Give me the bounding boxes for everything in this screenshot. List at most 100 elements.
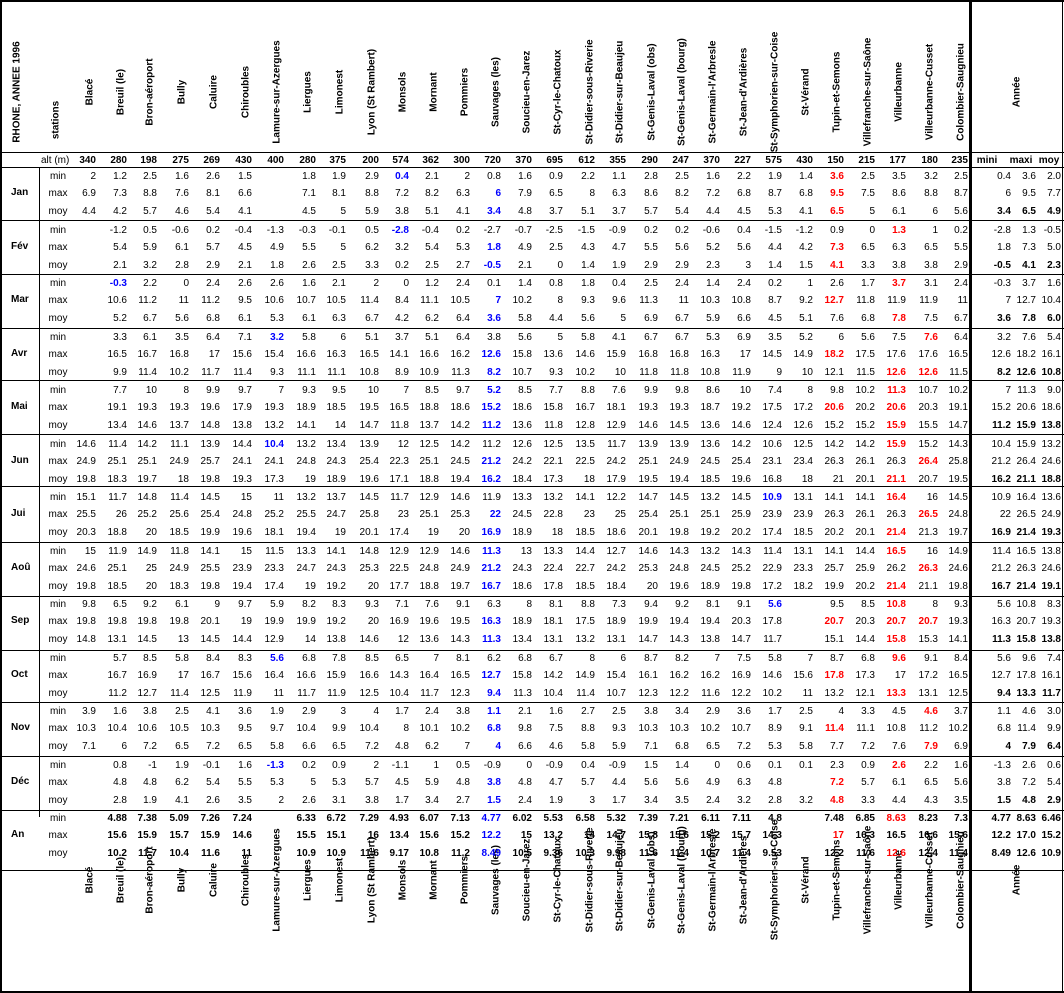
- table-cell: 8: [807, 385, 813, 396]
- annee-label-top: Année: [1011, 76, 1023, 108]
- table-cell: -0.6: [171, 224, 189, 236]
- station-label-top: Breuil (le): [115, 68, 127, 116]
- table-cell: 5.1: [799, 313, 813, 324]
- table-cell-min: -2.8: [391, 224, 409, 236]
- table-cell: 12.6: [512, 438, 532, 450]
- table-cell: 5.5: [302, 241, 316, 253]
- table-cell: 11.9: [233, 687, 252, 699]
- table-cell: 16.5: [389, 402, 409, 413]
- table-cell-max: 4.1: [830, 259, 844, 271]
- annee-cell: 13.8: [1041, 420, 1061, 431]
- table-cell: 15.2: [918, 438, 938, 450]
- table-cell-max: 1.3: [892, 224, 906, 236]
- table-cell: 4.88: [107, 813, 127, 824]
- table-cell: 12.9: [389, 545, 409, 557]
- station-altitude: 695: [546, 155, 563, 166]
- table-cell: 11.2: [201, 295, 220, 306]
- table-cell: 25.1: [137, 455, 157, 467]
- station-altitude: 430: [796, 155, 813, 166]
- table-cell: 13.6: [512, 420, 532, 431]
- table-cell: 5.5: [238, 776, 252, 788]
- table-cell: 11.8: [639, 366, 658, 378]
- station-altitude: 362: [422, 155, 439, 166]
- table-cell: 8.4: [395, 295, 409, 306]
- table-cell: 14.1: [824, 492, 844, 503]
- table-cell: 4.5: [238, 241, 252, 253]
- table-cell: 16.6: [296, 348, 316, 360]
- table-cell: 7.2: [206, 741, 220, 752]
- table-cell: 1.8: [270, 259, 284, 271]
- table-cell: 7.6: [892, 741, 906, 752]
- table-cell: 14.3: [731, 545, 751, 557]
- table-cell: 6.33: [296, 813, 316, 824]
- table-cell: 13.8: [700, 634, 720, 645]
- annee-cell: 15.9: [1016, 438, 1036, 450]
- table-cell: 24.5: [700, 455, 720, 467]
- table-cell: 5: [310, 776, 316, 788]
- table-cell: 8: [589, 188, 595, 199]
- annee-cell: 16.7: [991, 580, 1011, 592]
- table-cell: 5.8: [581, 741, 595, 752]
- table-cell-max: 12.6: [918, 366, 938, 378]
- table-cell: 14.9: [948, 545, 968, 557]
- table-cell: 23.3: [264, 562, 284, 574]
- table-cell: 24.1: [232, 455, 252, 467]
- annee-label-bottom: Année: [1011, 864, 1023, 896]
- annee-cell: 12.2: [991, 830, 1011, 841]
- table-cell: 24.9: [76, 455, 96, 467]
- table-cell: 7.5: [737, 652, 751, 664]
- table-cell: 17.6: [886, 348, 906, 360]
- table-cell: 1.7: [395, 706, 409, 717]
- annee-cell: 5.6: [997, 599, 1011, 610]
- table-cell: 26.3: [824, 455, 844, 467]
- table-cell: 8.2: [675, 188, 689, 199]
- table-cell: 19.1: [948, 402, 968, 413]
- station-altitude: 269: [203, 155, 220, 166]
- table-cell: 1.7: [861, 278, 875, 289]
- table-cell: 24.2: [606, 455, 626, 467]
- table-cell: 1.6: [518, 171, 532, 182]
- station-label-bottom: Villeurbanne: [893, 850, 905, 910]
- table-cell: 10.2: [512, 295, 532, 306]
- table-cell: 19.6: [359, 473, 379, 485]
- annee-cell: 5.6: [997, 652, 1011, 664]
- table-cell: 24.8: [669, 562, 689, 574]
- table-cell: 7.2: [706, 188, 720, 199]
- station-altitude: 215: [858, 155, 875, 166]
- table-cell: 14.6: [359, 634, 379, 645]
- table-cell: 16.5: [948, 669, 968, 681]
- station-label-top: Liergues: [302, 71, 314, 113]
- table-cell: 20.2: [731, 527, 751, 538]
- table-cell: 13.6: [700, 438, 720, 450]
- table-cell-max: 7.8: [892, 313, 906, 324]
- table-cell: 3.3: [365, 259, 379, 271]
- table-cell: 4.4: [706, 206, 720, 217]
- annee-cell: 16.3: [991, 616, 1011, 627]
- table-cell: 7.5: [549, 723, 563, 734]
- table-cell: 4.3: [924, 794, 938, 806]
- table-cell: 10: [739, 385, 751, 396]
- table-cell: 13.2: [575, 634, 595, 645]
- table-cell: 5.7: [644, 206, 658, 217]
- station-label-bottom: Limonest: [334, 857, 346, 903]
- annee-cell: 13.8: [1041, 634, 1061, 645]
- table-cell-max: 17.8: [824, 669, 844, 681]
- table-cell: 6.2: [425, 313, 439, 324]
- table-cell: 25.4: [638, 509, 658, 520]
- table-cell: 6.2: [365, 241, 379, 253]
- table-cell: 7.11: [732, 813, 751, 824]
- table-cell: 10.3: [700, 295, 720, 306]
- table-cell: 19.8: [107, 616, 127, 627]
- table-cell: 14.1: [855, 492, 875, 503]
- annee-cell: 7.4: [1047, 652, 1061, 664]
- table-cell: 5: [557, 331, 563, 343]
- table-cell: 10.5: [512, 848, 532, 859]
- table-cell: 14.5: [948, 492, 968, 503]
- table-cell: 26.2: [886, 562, 906, 574]
- table-cell: 2.4: [425, 706, 439, 717]
- table-cell: 2.1: [518, 259, 532, 271]
- row-label: max: [48, 509, 68, 520]
- grid-line-h: [0, 596, 1064, 597]
- table-cell: 6.02: [512, 813, 532, 824]
- table-cell: 17: [177, 669, 189, 681]
